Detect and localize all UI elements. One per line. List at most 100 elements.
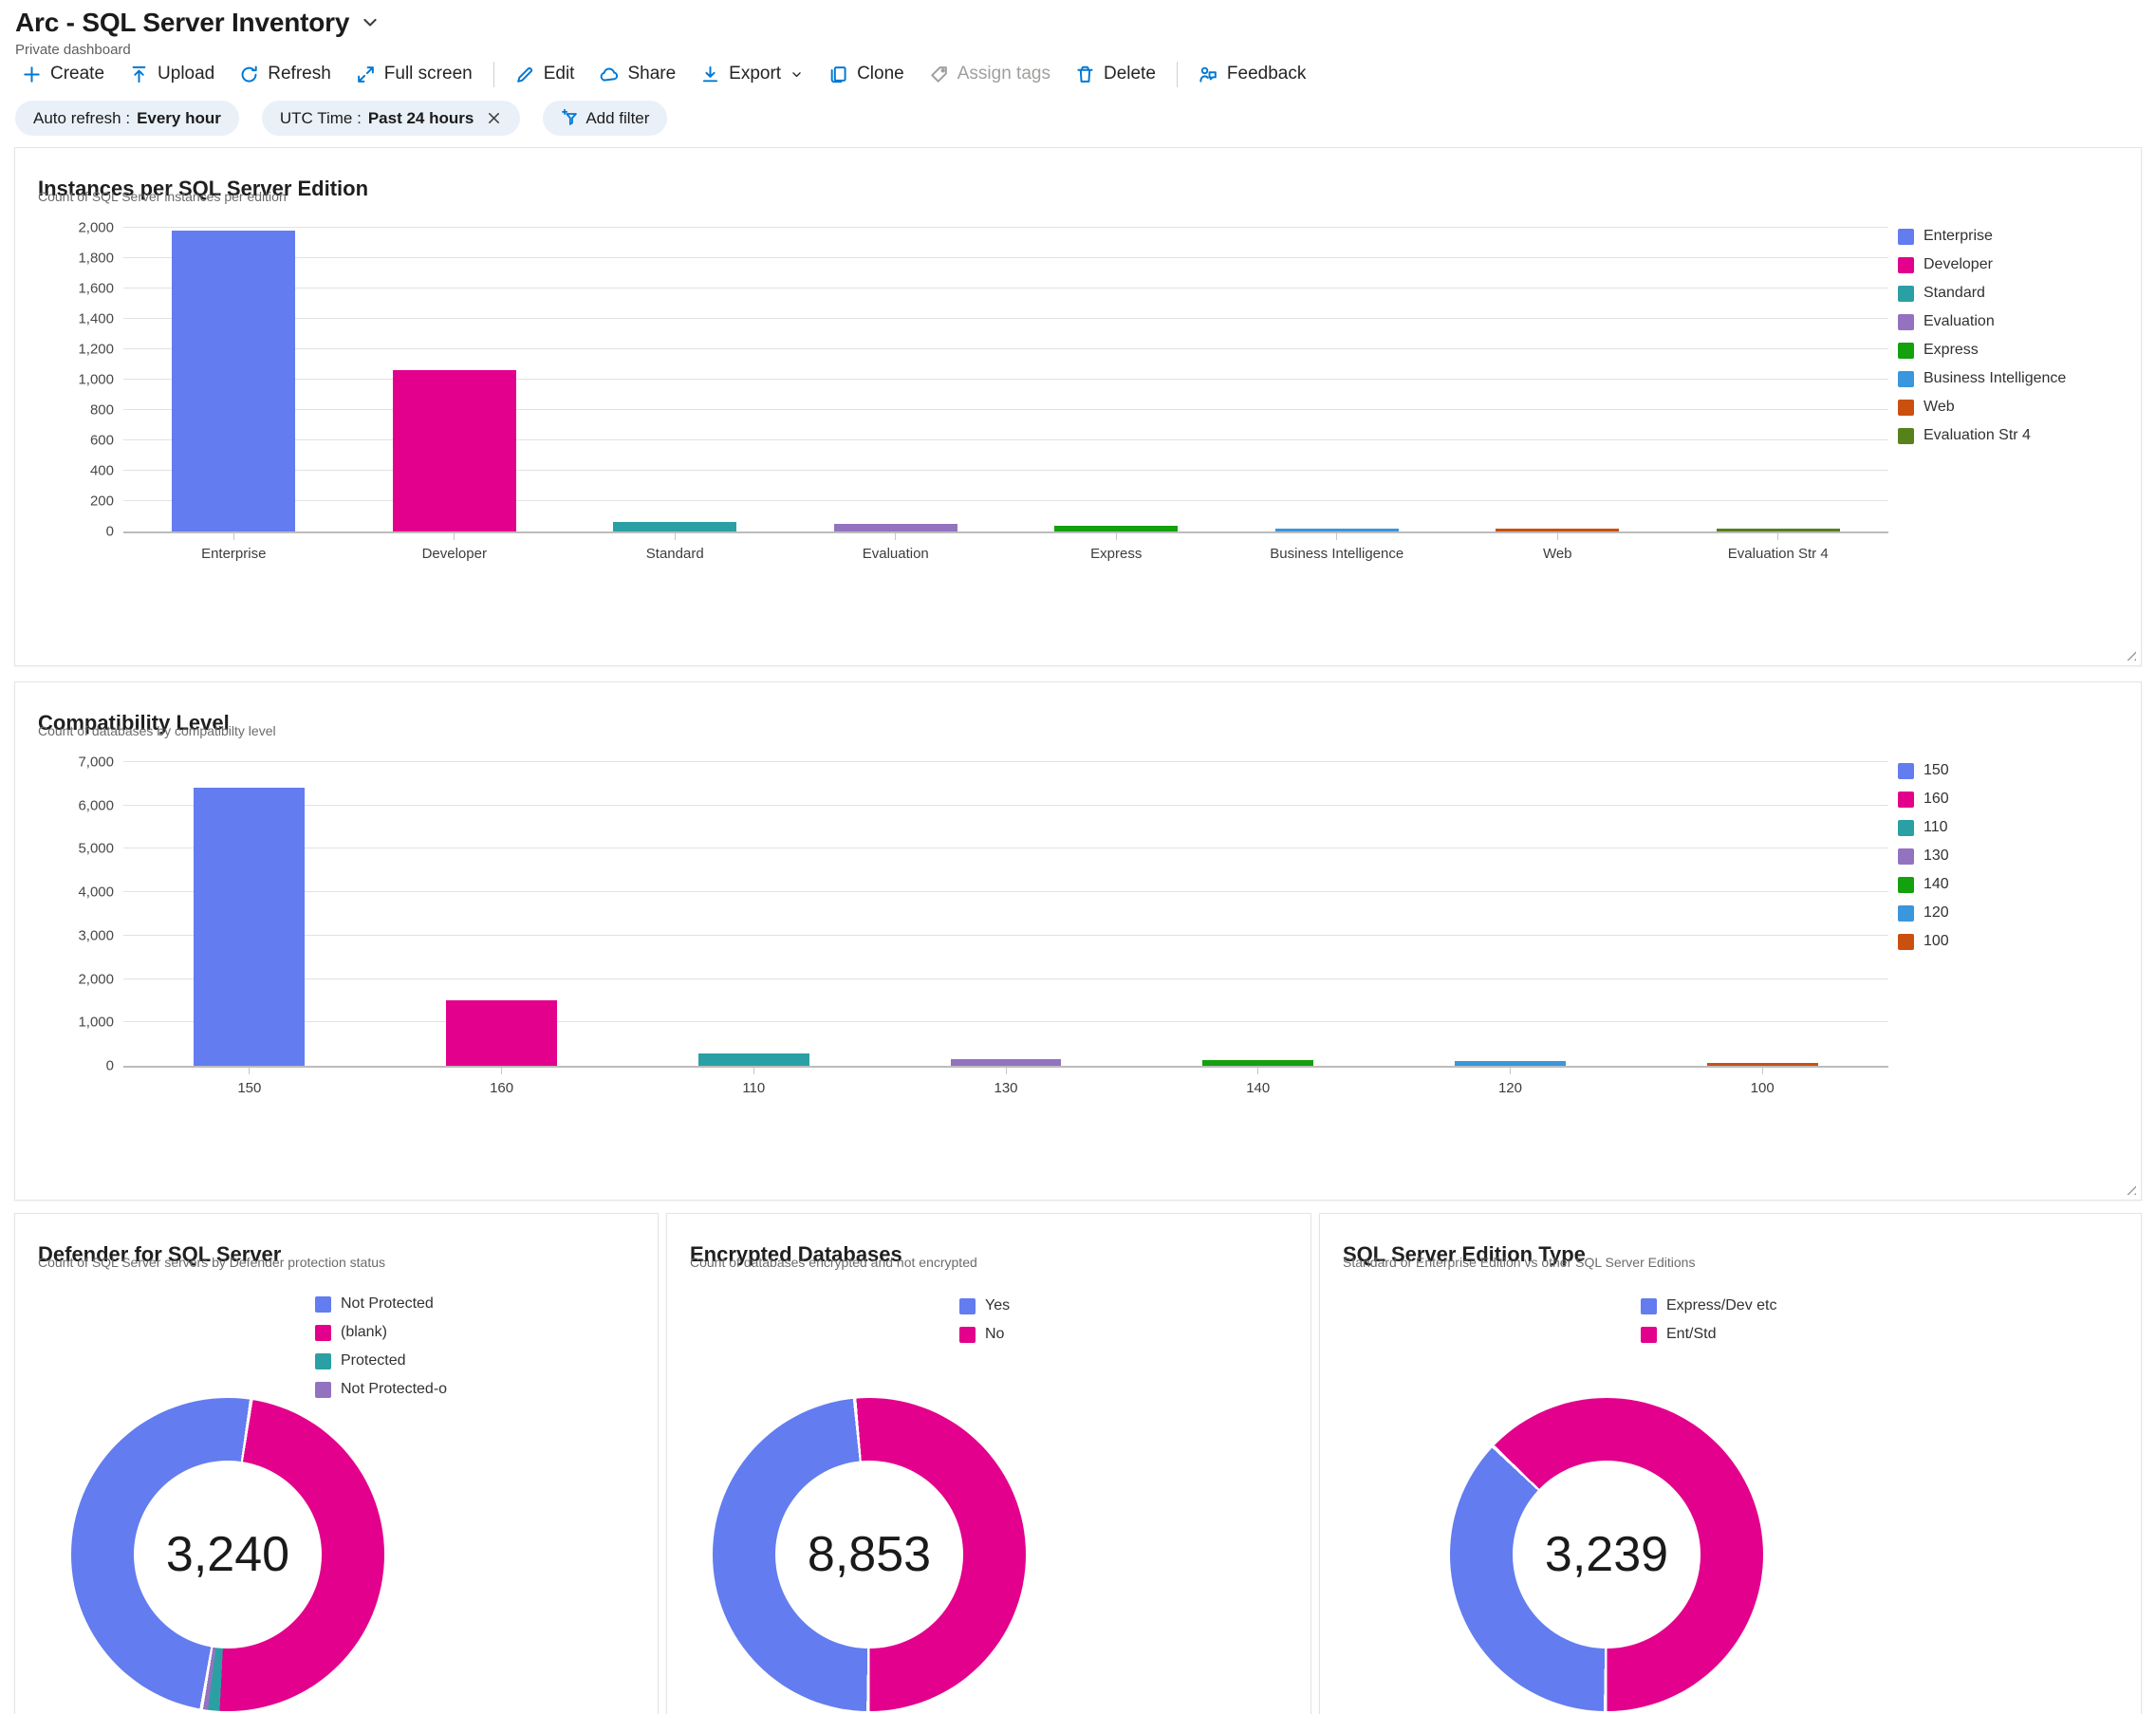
x-tick-label-enterprise: Enterprise — [201, 546, 267, 562]
chevron-down-icon[interactable] — [361, 13, 380, 32]
bar-evaluation-str-4[interactable] — [1716, 529, 1840, 531]
bar-express[interactable] — [1054, 525, 1179, 531]
bar-developer[interactable] — [392, 370, 516, 531]
toolbar-share-button[interactable]: Share — [586, 53, 688, 95]
bar-150[interactable] — [194, 788, 306, 1066]
toolbar-clone-button[interactable]: Clone — [816, 53, 917, 95]
resize-handle[interactable] — [2124, 1183, 2136, 1195]
legend-item-blank[interactable]: (blank) — [315, 1324, 447, 1341]
legend-item-130[interactable]: 130 — [1898, 848, 1949, 865]
x-tick — [1006, 533, 1227, 540]
bar-140[interactable] — [1202, 1060, 1314, 1066]
bar-column — [1006, 228, 1227, 531]
y-tick-label: 2,000 — [78, 219, 114, 236]
toolbar-delete-button[interactable]: Delete — [1063, 53, 1168, 95]
legend-swatch — [1898, 762, 1914, 779]
legend-item-140[interactable]: 140 — [1898, 876, 1949, 893]
bar-120[interactable] — [1455, 1060, 1566, 1066]
toolbar-edit-label: Edit — [543, 64, 575, 84]
toolbar-feedback-button[interactable]: Feedback — [1186, 53, 1318, 95]
legend-item-business-intelligence[interactable]: Business Intelligence — [1898, 370, 2066, 387]
filter-pill-utc-time[interactable]: UTC Time : Past 24 hours — [261, 101, 521, 136]
legend-item-express[interactable]: Express — [1898, 342, 2066, 359]
dashboard-type-label: Private dashboard — [15, 42, 131, 58]
chart-title: Encrypted Databases — [690, 1242, 902, 1267]
edit-icon — [516, 66, 532, 83]
legend-label: 110 — [1924, 819, 1948, 835]
toolbar-refresh-button[interactable]: Refresh — [227, 53, 344, 95]
toolbar-full-screen-button[interactable]: Full screen — [344, 53, 485, 95]
gridline — [123, 804, 1888, 806]
legend-item-120[interactable]: 120 — [1898, 904, 1949, 922]
chart-legend: Enterprise Developer Standard Evaluation Exp… — [1898, 228, 2066, 456]
gridline — [123, 409, 1888, 410]
legend-swatch — [315, 1324, 331, 1341]
bar-standard[interactable] — [613, 521, 737, 531]
donut-total: 3,239 — [1544, 1527, 1669, 1582]
x-tick — [123, 1068, 376, 1074]
add-filter-button[interactable]: Add filter — [543, 101, 668, 136]
legend-item-not-protected-o[interactable]: Not Protected-o — [315, 1381, 447, 1398]
x-tick-label-business-intelligence: Business Intelligence — [1270, 546, 1404, 562]
filter-pill-label: Auto refresh : — [33, 108, 131, 127]
resize-handle[interactable] — [2124, 648, 2136, 661]
legend-item-160[interactable]: 160 — [1898, 791, 1949, 808]
toolbar-edit-button[interactable]: Edit — [503, 53, 587, 95]
toolbar-upload-button[interactable]: Upload — [117, 53, 227, 95]
legend-item-100[interactable]: 100 — [1898, 933, 1949, 950]
x-tick-label-160: 160 — [490, 1080, 514, 1096]
legend-item-no[interactable]: No — [959, 1326, 1010, 1343]
donut-encrypted[interactable]: 8,853 — [713, 1398, 1026, 1711]
legend-item-protected[interactable]: Protected — [315, 1352, 447, 1369]
legend-item-developer[interactable]: Developer — [1898, 256, 2066, 273]
add-filter-label: Add filter — [585, 108, 650, 127]
y-tick-label: 3,000 — [78, 927, 114, 944]
x-tick — [880, 1068, 1132, 1074]
legend-item-ent-std[interactable]: Ent/Std — [1641, 1326, 1776, 1343]
legend-label: Enterprise — [1924, 228, 1993, 244]
legend-label: Evaluation — [1924, 313, 1995, 329]
filter-pill-auto-refresh[interactable]: Auto refresh : Every hour — [15, 101, 239, 136]
x-axis: 150 160 110 130 140 120 100 — [123, 1080, 1888, 1096]
legend-label: Not Protected — [341, 1295, 434, 1312]
bar-130[interactable] — [950, 1058, 1062, 1066]
bar-enterprise[interactable] — [172, 231, 296, 531]
legend-label: Business Intelligence — [1924, 370, 2067, 386]
bar-100[interactable] — [1706, 1063, 1818, 1066]
toolbar-share-label: Share — [627, 64, 677, 84]
legend-item-not-protected[interactable]: Not Protected — [315, 1295, 447, 1313]
legend-item-110[interactable]: 110 — [1898, 819, 1949, 836]
donut-defender[interactable]: 3,240 — [71, 1398, 384, 1711]
plot-area — [123, 227, 1888, 533]
close-icon[interactable] — [486, 110, 502, 126]
legend-item-standard[interactable]: Standard — [1898, 285, 2066, 302]
x-tick-label-evaluation: Evaluation — [862, 546, 929, 562]
donut-edition-type[interactable]: 3,239 — [1450, 1398, 1763, 1711]
legend-item-yes[interactable]: Yes — [959, 1297, 1010, 1314]
bar-column — [565, 228, 786, 531]
feedback-icon — [1199, 66, 1217, 83]
toolbar-export-button[interactable]: Export — [688, 53, 816, 95]
legend-item-enterprise[interactable]: Enterprise — [1898, 228, 2066, 245]
donut-hole: 3,240 — [134, 1461, 322, 1649]
plot-area — [123, 761, 1888, 1068]
chart-legend: 150 160 110 130 140 120 100 — [1898, 762, 1949, 961]
bar-business-intelligence[interactable] — [1274, 529, 1399, 531]
bar-evaluation[interactable] — [833, 524, 957, 531]
x-tick — [1636, 1068, 1888, 1074]
legend-item-web[interactable]: Web — [1898, 399, 2066, 416]
bar-web[interactable] — [1496, 529, 1620, 531]
bar-column — [1447, 228, 1668, 531]
legend-item-evaluation-str-4[interactable]: Evaluation Str 4 — [1898, 427, 2066, 444]
bar-110[interactable] — [697, 1053, 809, 1066]
y-tick-label: 600 — [89, 432, 114, 449]
bar-160[interactable] — [446, 1000, 558, 1066]
legend-item-evaluation[interactable]: Evaluation — [1898, 313, 2066, 330]
toolbar-create-button[interactable]: Create — [9, 53, 117, 95]
legend-item-150[interactable]: 150 — [1898, 762, 1949, 779]
bar-column — [1385, 762, 1637, 1066]
filter-pill-label: UTC Time : — [279, 108, 362, 127]
y-tick-label: 800 — [89, 401, 114, 419]
legend-item-express-dev-etc[interactable]: Express/Dev etc — [1641, 1297, 1776, 1314]
y-tick-label: 200 — [89, 493, 114, 510]
